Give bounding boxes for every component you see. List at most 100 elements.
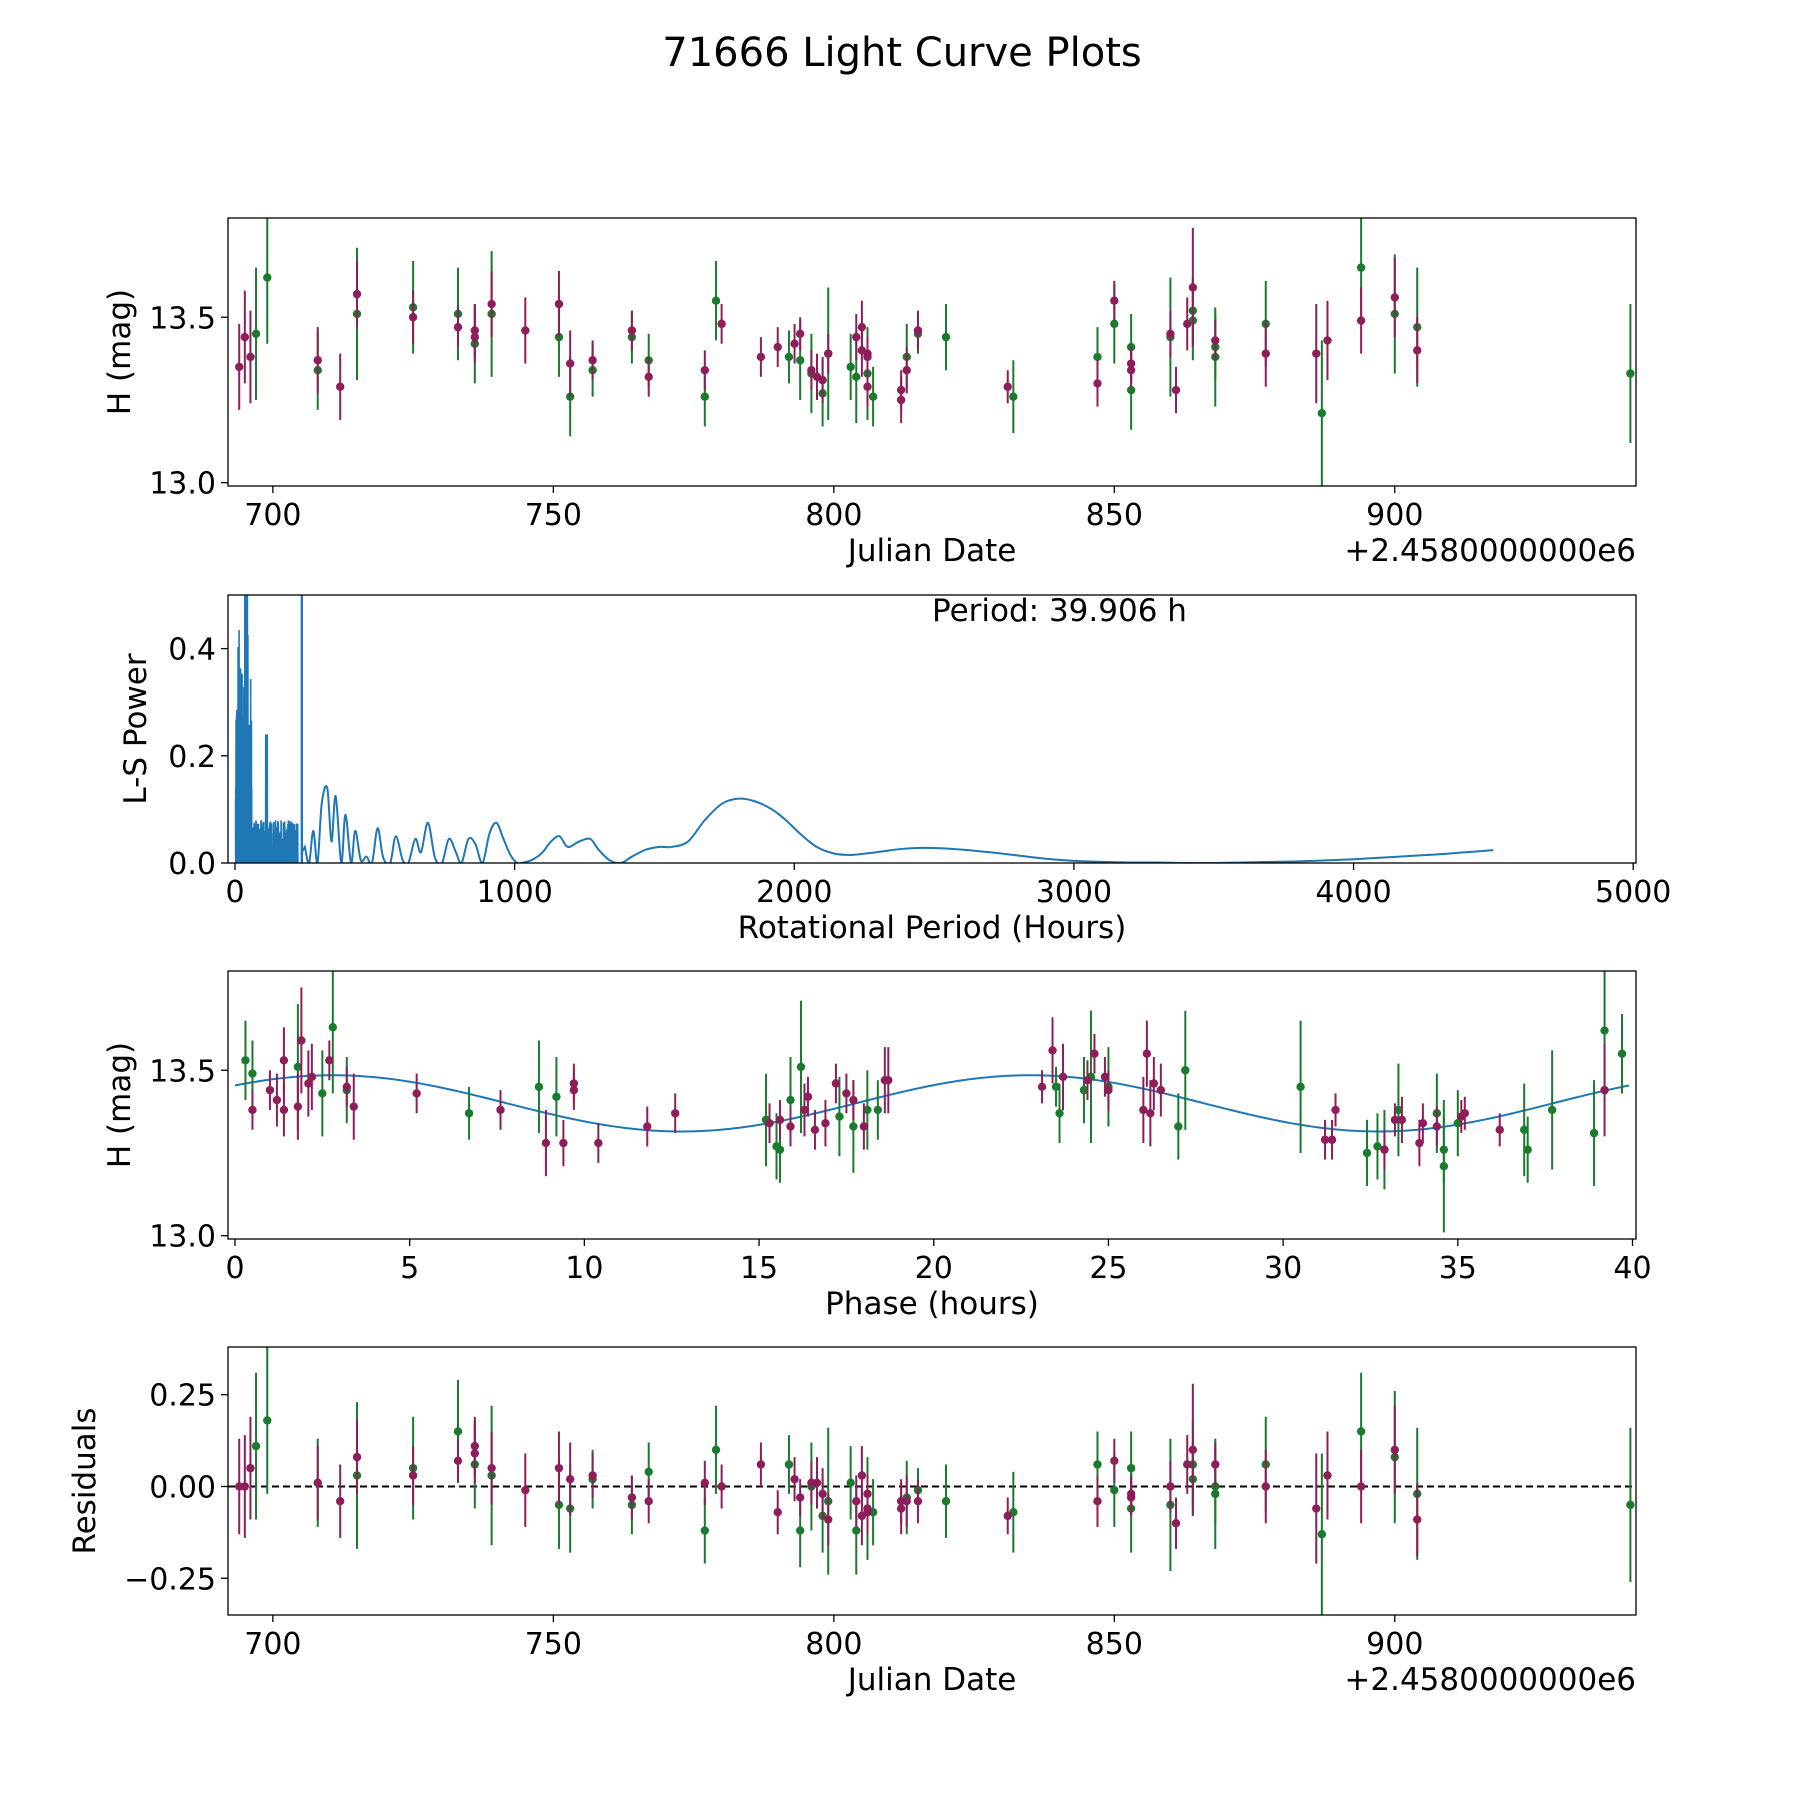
data-point: [849, 1122, 858, 1131]
y-tick-label: −0.25: [124, 1562, 216, 1597]
data-point: [627, 1493, 637, 1502]
data-point: [487, 1463, 496, 1473]
data-point: [328, 1023, 338, 1032]
data-point: [1327, 1135, 1337, 1144]
data-point: [863, 349, 872, 358]
data-point: [313, 1478, 322, 1488]
data-point: [1320, 1135, 1330, 1144]
data-point: [795, 329, 805, 339]
data-point: [775, 1115, 785, 1125]
data-point: [863, 1508, 872, 1517]
data-point: [1093, 1460, 1102, 1469]
data-point: [453, 1427, 463, 1436]
data-point: [790, 1474, 799, 1484]
data-point: [588, 1471, 597, 1480]
data-point: [1296, 1082, 1305, 1092]
x-axis-label: Phase (hours): [825, 1286, 1039, 1322]
data-point: [554, 1463, 564, 1473]
data-point: [412, 1089, 421, 1098]
data-point: [1126, 365, 1136, 375]
data-point: [1312, 349, 1321, 358]
data-point: [941, 332, 951, 342]
data-point: [1418, 1118, 1428, 1128]
data-point: [884, 1075, 893, 1085]
data-point: [246, 1463, 255, 1473]
data-point: [453, 1456, 463, 1466]
data-point: [552, 1092, 561, 1101]
x-axis-label: Julian Date: [846, 533, 1017, 569]
data-point: [810, 1125, 820, 1135]
data-point: [1090, 1049, 1099, 1058]
data-point: [1051, 1082, 1061, 1092]
data-point: [1183, 1460, 1192, 1469]
data-point: [453, 322, 463, 332]
data-point: [1390, 1445, 1399, 1454]
data-point: [902, 365, 911, 375]
data-point: [1415, 1138, 1424, 1148]
series-magenta: [248, 987, 1609, 1177]
data-point: [470, 1449, 480, 1458]
axes-light-curve: 700 750 800 850 900 13.0 13.5 Julian Date H (mag…: [102, 217, 1637, 569]
x-tick-label: 3000: [1036, 875, 1112, 910]
data-point: [1126, 385, 1136, 395]
x-tick-label: 700: [244, 498, 301, 533]
data-point: [248, 1105, 257, 1115]
axes-phase-folded: 0 5 10 15 20 25 30 35 40 13.0 13.5 Phase (hours) H (…: [102, 970, 1652, 1322]
data-point: [1166, 329, 1175, 339]
data-point: [1356, 316, 1366, 325]
data-point: [1413, 1515, 1422, 1524]
data-point: [1093, 352, 1102, 362]
figure-title: 71666 Light Curve Plots: [662, 30, 1141, 76]
data-point: [1312, 1504, 1321, 1513]
data-point: [534, 1082, 544, 1092]
y-tick-label: 0.2: [168, 740, 216, 775]
data-point: [335, 1496, 345, 1506]
x-offset-text: +2.4580000000e6: [1344, 533, 1636, 569]
series-magenta: [235, 1383, 1422, 1564]
data-point: [318, 1089, 327, 1098]
data-point: [1003, 382, 1012, 391]
x-axis-label: Rotational Period (Hours): [738, 910, 1127, 946]
data-point: [1356, 1482, 1366, 1491]
model-curve: [234, 1074, 1630, 1133]
data-point: [1432, 1122, 1442, 1131]
data-point: [852, 332, 861, 342]
data-point: [913, 326, 923, 335]
period-annotation: Period: 39.906 h: [932, 593, 1187, 629]
x-tick-label: 10: [565, 1251, 603, 1286]
data-point: [1183, 319, 1192, 329]
data-point: [835, 1112, 844, 1121]
x-tick-label: 5000: [1595, 875, 1671, 910]
x-tick-label: 20: [915, 1251, 953, 1286]
data-point: [671, 1109, 680, 1118]
data-point: [859, 1122, 869, 1131]
data-point: [487, 299, 496, 309]
data-point: [1142, 1049, 1152, 1058]
data-point: [297, 1036, 306, 1045]
data-point: [1149, 1079, 1159, 1088]
data-point: [1495, 1125, 1504, 1135]
x-tick-label: 15: [740, 1251, 778, 1286]
y-tick-label: 13.5: [149, 301, 216, 336]
plot-area-periodogram: [234, 595, 1494, 863]
axes-frame: [227, 970, 1637, 1240]
data-point: [1356, 1427, 1366, 1436]
data-point: [784, 352, 794, 362]
data-point: [1188, 1445, 1198, 1454]
data-point: [784, 1460, 794, 1469]
data-point: [846, 1478, 855, 1488]
periodogram-line: [300, 785, 1494, 863]
data-point: [1331, 1105, 1340, 1115]
data-point: [1211, 336, 1220, 345]
data-point: [700, 365, 710, 375]
data-point: [796, 1062, 806, 1072]
data-point: [1181, 1066, 1190, 1075]
data-point: [1110, 319, 1119, 329]
data-point: [313, 356, 322, 365]
data-point: [1323, 336, 1332, 345]
data-point: [1460, 1109, 1470, 1118]
data-point: [1323, 1471, 1332, 1480]
data-point: [1261, 1482, 1270, 1491]
axes-periodogram: 0 1000 2000 3000 4000 5000 0.0 0.2 0.4 Rotational…: [118, 593, 1671, 946]
data-point: [941, 1496, 951, 1506]
